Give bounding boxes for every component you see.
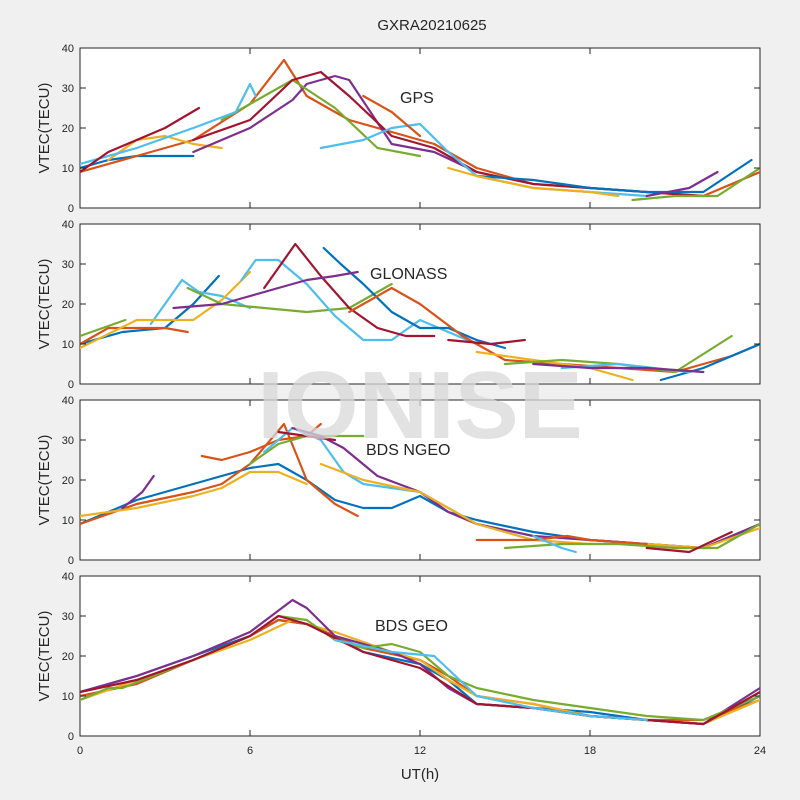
series-line-7 — [333, 638, 648, 722]
series-line-4 — [121, 474, 155, 510]
x-tick-label: 6 — [247, 745, 253, 757]
series-line-17 — [447, 338, 526, 346]
y-axis-label: VTEC(TECU) — [36, 259, 53, 350]
y-tick-label: 10 — [62, 163, 74, 175]
figure-title: GXRA20210625 — [377, 17, 486, 34]
y-tick-label: 40 — [62, 395, 74, 407]
series-line-2 — [80, 326, 189, 346]
series-line-12 — [631, 166, 760, 202]
x-axis-label: UT(h) — [401, 766, 439, 783]
series-line-13 — [362, 94, 422, 138]
series-line-3 — [80, 470, 308, 518]
series-line-10 — [475, 158, 753, 194]
series-line-7 — [80, 106, 201, 174]
series-group — [80, 58, 760, 202]
y-tick-label: 20 — [62, 299, 74, 311]
series-line-10 — [172, 270, 359, 310]
y-tick-label: 20 — [62, 651, 74, 663]
panel-bds-geo: 0 6 12 18 24 0 10 20 30 40 VTEC(TECU) BDS GEO — [36, 571, 766, 757]
y-tick-label: 10 — [62, 515, 74, 527]
y-axis-label: VTEC(TECU) — [36, 611, 53, 702]
x-tick-label: 0 — [77, 745, 83, 757]
y-tick-label: 20 — [62, 475, 74, 487]
y-tick-label: 40 — [62, 571, 74, 583]
y-tick-label: 30 — [62, 259, 74, 271]
series-line-4 — [149, 278, 252, 326]
series-line-3 — [80, 318, 127, 338]
x-tick-label: 12 — [414, 745, 426, 757]
series-line-12 — [475, 350, 634, 382]
y-axis-label: VTEC(TECU) — [36, 83, 53, 174]
panel-label: BDS NGEO — [366, 442, 450, 459]
series-group — [80, 598, 760, 726]
y-tick-label: 30 — [62, 83, 74, 95]
series-group — [80, 422, 760, 554]
y-tick-label: 0 — [68, 731, 74, 743]
series-line-14 — [659, 342, 760, 382]
series-line-7 — [240, 258, 478, 346]
panel-glonass: 0 10 20 30 40 VTEC(TECU) GLONASS — [36, 219, 761, 391]
series-line-6 — [186, 282, 393, 314]
y-tick-label: 10 — [62, 691, 74, 703]
x-tick-label: 24 — [754, 745, 766, 757]
series-group — [80, 242, 760, 382]
panels: 0 10 20 30 40 VTEC(TECU) GPS 0 10 20 30 40 VTEC(TECU… — [36, 43, 766, 757]
y-tick-label: 40 — [62, 43, 74, 55]
series-line-5 — [220, 78, 422, 158]
y-tick-label: 10 — [62, 339, 74, 351]
watermark: IONISE — [257, 352, 582, 459]
series-line-14 — [645, 170, 719, 198]
x-tick-label: 18 — [584, 745, 596, 757]
series-line-6 — [80, 82, 257, 166]
axes-box — [79, 47, 761, 209]
series-line-4 — [192, 74, 478, 174]
panel-bds-ngeo: 0 10 20 30 40 VTEC(TECU) BDS NGEO — [36, 395, 761, 567]
series-line-16 — [532, 362, 705, 374]
series-line-11 — [475, 534, 648, 546]
y-tick-label: 0 — [68, 379, 74, 391]
y-tick-label: 0 — [68, 203, 74, 215]
y-axis-label: VTEC(TECU) — [36, 435, 53, 526]
axes-box — [79, 399, 761, 561]
panel-label: GPS — [400, 90, 434, 107]
panel-label: BDS GEO — [375, 618, 448, 635]
y-tick-label: 30 — [62, 435, 74, 447]
series-line-3 — [107, 134, 223, 162]
y-tick-label: 0 — [68, 555, 74, 567]
series-line-9 — [277, 430, 337, 442]
axes-box — [79, 575, 761, 737]
series-line-11 — [447, 166, 620, 198]
panel-label: GLONASS — [370, 266, 447, 283]
series-line-13 — [645, 530, 733, 554]
series-line-9 — [322, 246, 507, 350]
y-tick-label: 20 — [62, 123, 74, 135]
series-line-8 — [263, 242, 436, 338]
y-tick-label: 30 — [62, 611, 74, 623]
panel-gps: 0 10 20 30 40 VTEC(TECU) GPS — [36, 43, 761, 215]
series-line-14 — [532, 534, 577, 554]
y-tick-label: 40 — [62, 219, 74, 231]
series-line-5 — [80, 270, 252, 350]
